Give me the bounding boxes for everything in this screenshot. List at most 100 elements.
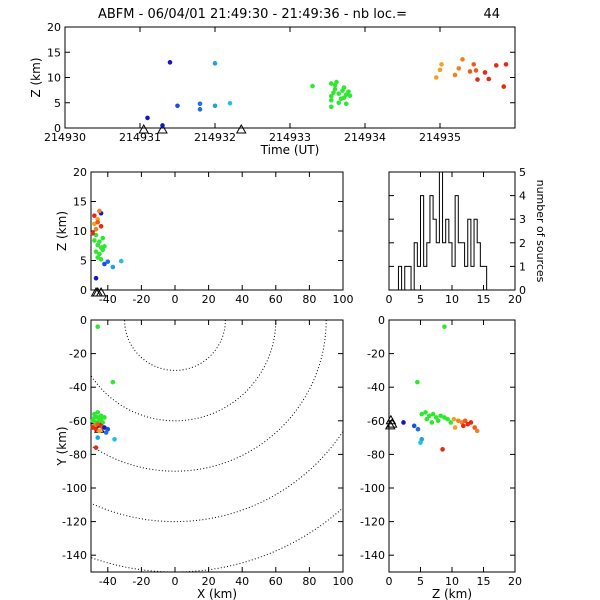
source-point [423, 410, 428, 415]
source-point [90, 231, 95, 236]
source-point [501, 84, 507, 89]
x-tick-label: 10 [445, 575, 459, 588]
source-point [415, 426, 421, 432]
source-point [110, 379, 116, 385]
source-point [438, 413, 443, 419]
x-tick-label: 214934 [344, 131, 386, 144]
source-point [442, 324, 447, 330]
y-tick-label: 0 [80, 284, 87, 297]
source-point [145, 115, 150, 121]
range-ring [91, 320, 327, 472]
x-tick-label: 40 [235, 293, 249, 306]
source-point [100, 235, 106, 241]
source-point [197, 107, 203, 112]
panel-z-plan: 0 5 10 15 20 0 -20 -40 -60 -80 -100 -120 -140 Z (km) [360, 314, 522, 600]
source-point [411, 423, 417, 429]
x-tick-label: 80 [302, 575, 316, 588]
source-point [95, 410, 101, 415]
source-point [212, 61, 218, 66]
y-tick-label: 15 [73, 196, 87, 209]
source-point [167, 60, 173, 65]
x-axis-label: X (km) [197, 587, 237, 600]
panel-plan-view: -40 -20 0 20 40 60 80 100 0 -20 -40 -60 -80 -100 -120 -… [55, 314, 354, 600]
y-tick-label: 15 [47, 46, 61, 59]
x-tick-label: 0 [386, 293, 393, 306]
x-tick-label: 60 [269, 575, 283, 588]
y-tick-label: 0 [80, 314, 87, 327]
y-tick-label: -60 [69, 415, 87, 428]
source-point [227, 100, 233, 106]
station-triangle [385, 414, 397, 425]
y-tick-label: 1 [519, 260, 526, 273]
x-tick-label: 214932 [194, 131, 236, 144]
source-point [92, 213, 97, 218]
x-tick-label: 100 [333, 293, 354, 306]
y-tick-label: -60 [367, 415, 385, 428]
source-point [343, 101, 349, 107]
y-tick-label: 20 [73, 166, 87, 179]
x-tick-label: 20 [202, 575, 216, 588]
y-tick-label: 10 [73, 225, 87, 238]
source-point [212, 103, 218, 109]
y-tick-label: 2 [519, 237, 526, 250]
source-point [439, 62, 444, 67]
panel-time-height: 214930 214931 214932 214933 214934 214935 0 5 10… [29, 21, 516, 157]
y-tick-label: -140 [360, 549, 385, 562]
plot-frame [90, 319, 344, 573]
y-tick-label: 5 [54, 97, 61, 110]
source-point [433, 415, 439, 420]
y-tick-label: -20 [69, 348, 87, 361]
source-point [93, 226, 99, 232]
y-tick-label: -120 [62, 516, 87, 529]
y-tick-label: -80 [69, 448, 87, 461]
source-point [430, 411, 436, 417]
source-point [448, 420, 454, 425]
x-tick-label: 214933 [269, 131, 311, 144]
source-point [102, 415, 107, 420]
source-point [467, 69, 473, 74]
y-tick-label: 20 [47, 21, 61, 34]
source-point [415, 379, 420, 385]
y-axis-label: Z (km) [55, 211, 69, 251]
source-point [427, 413, 432, 419]
source-point [103, 430, 109, 435]
x-tick-label: 214930 [44, 131, 86, 144]
source-point [90, 418, 95, 424]
source-point [328, 104, 334, 110]
y-tick-label: -100 [62, 482, 87, 495]
source-point [341, 85, 347, 90]
source-point [197, 101, 203, 107]
source-point [97, 428, 102, 434]
x-tick-label: 214931 [119, 131, 161, 144]
x-tick-label: -20 [132, 293, 150, 306]
source-point [445, 416, 450, 422]
station-triangle [138, 123, 150, 134]
source-point [90, 425, 95, 430]
source-point [452, 72, 458, 78]
x-axis-label: Time (UT) [260, 143, 320, 157]
station-triangle [95, 286, 107, 297]
y-tick-label: -140 [62, 549, 87, 562]
source-point [118, 258, 124, 264]
source-point [456, 418, 461, 424]
source-point [452, 425, 458, 430]
x-tick-label: 15 [477, 575, 491, 588]
source-point [95, 219, 101, 225]
x-tick-label: 60 [269, 293, 283, 306]
figure-title: ABFM - 06/04/01 21:49:30 - 21:49:36 - nb… [98, 7, 407, 22]
source-point [95, 324, 101, 330]
y-tick-label: -80 [367, 448, 385, 461]
x-tick-label: 20 [508, 293, 522, 306]
source-point [440, 447, 445, 452]
y-tick-label: 3 [519, 213, 526, 226]
source-point [328, 97, 334, 103]
x-tick-label: 40 [235, 575, 249, 588]
source-point [451, 416, 457, 422]
source-point [112, 436, 117, 442]
source-point [328, 93, 334, 99]
y-axis-label: number of sources [534, 180, 547, 283]
source-point [328, 81, 334, 86]
